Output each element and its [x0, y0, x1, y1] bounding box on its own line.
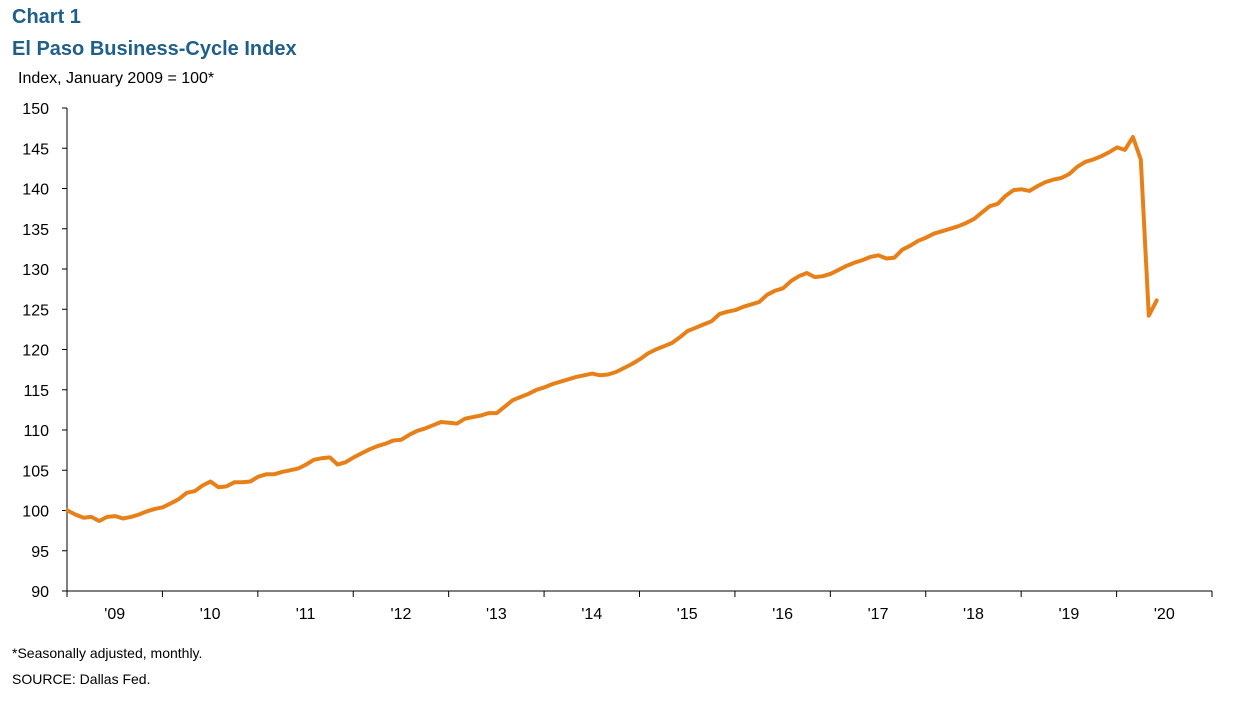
y-tick-label: 110	[23, 423, 49, 440]
y-tick-label: 115	[23, 383, 49, 400]
axes	[66, 108, 1212, 592]
x-tick-label: '11	[296, 606, 316, 623]
y-tick-label: 145	[22, 141, 49, 158]
y-tick-label: 150	[22, 101, 49, 118]
source-note: SOURCE: Dallas Fed.	[12, 671, 151, 687]
y-axis-label: Index, January 2009 = 100*	[18, 70, 215, 87]
footnote: *Seasonally adjusted, monthly.	[12, 645, 203, 661]
y-tick-label: 135	[22, 222, 49, 239]
y-tick-label: 105	[22, 463, 49, 480]
x-tick-label: '15	[677, 606, 698, 623]
chart-label: Chart 1	[12, 6, 81, 28]
y-tick-label: 95	[31, 544, 49, 561]
y-tick-label: 120	[22, 343, 49, 360]
x-tick-label: '20	[1154, 606, 1175, 623]
x-tick-label: '14	[581, 606, 602, 623]
x-tick-label: '10	[200, 606, 221, 623]
y-tick-label: 90	[31, 584, 49, 601]
series-line	[65, 135, 1159, 523]
y-tick-label: 140	[22, 182, 49, 199]
y-tick-label: 125	[22, 302, 49, 319]
x-tick-label: '12	[391, 606, 412, 623]
x-tick-label: '09	[104, 606, 125, 623]
x-tick-label: '13	[486, 606, 507, 623]
y-axis: 90 95 100 105 110 115 120 125 130 135 140 145 150	[22, 101, 67, 601]
x-tick-label: '19	[1058, 606, 1079, 623]
x-tick-label: '17	[868, 606, 889, 623]
x-tick-label: '18	[963, 606, 984, 623]
y-tick-label: 130	[22, 262, 49, 279]
x-axis: '09 '10 '11 '12 '13 '14 '15 '16 '17 '18 '19 '20	[66, 591, 1213, 623]
chart-title: El Paso Business-Cycle Index	[12, 38, 297, 60]
y-tick-label: 100	[22, 504, 49, 521]
x-tick-label: '16	[772, 606, 793, 623]
